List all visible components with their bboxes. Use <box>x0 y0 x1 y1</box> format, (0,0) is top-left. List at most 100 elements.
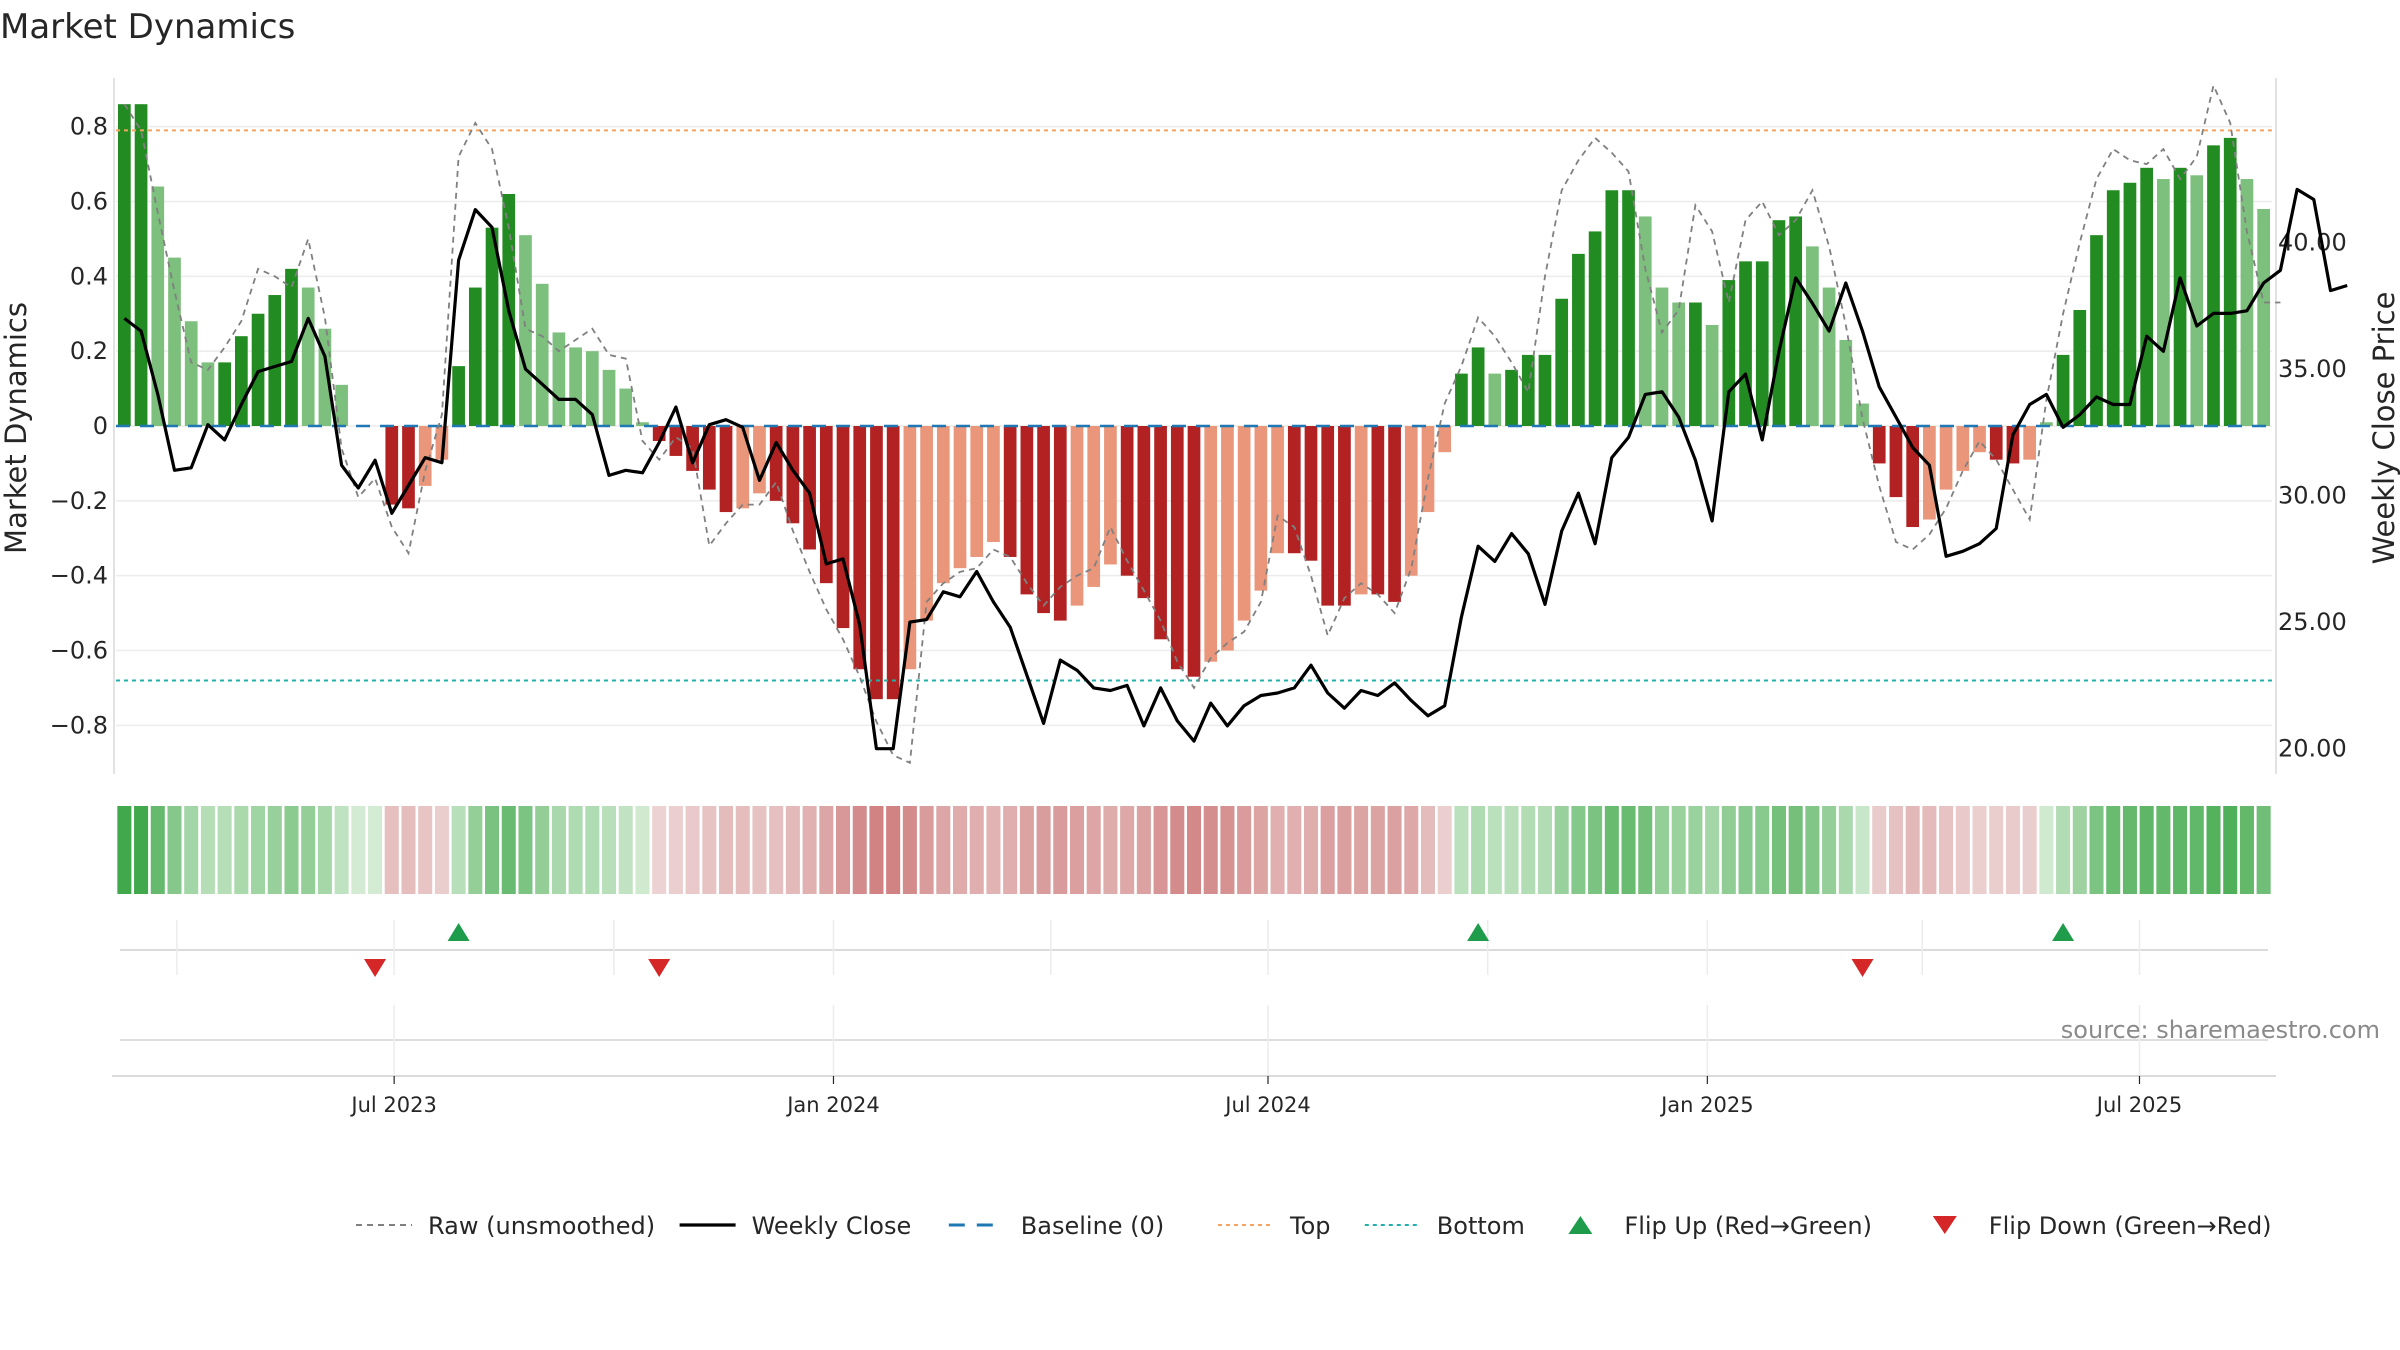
dynamics-bar <box>2223 137 2237 426</box>
dynamics-bar <box>2240 179 2254 426</box>
dynamics-bar <box>2140 167 2154 426</box>
heat-cell <box>301 806 316 894</box>
heat-cell <box>1337 806 1352 894</box>
dynamics-bar <box>452 366 465 426</box>
legend-label: Bottom <box>1437 1212 1525 1240</box>
left-tick-label: −0.4 <box>50 562 108 590</box>
left-tick-label: 0.2 <box>70 337 108 365</box>
heat-cell <box>1721 806 1736 894</box>
heat-cell <box>418 806 433 894</box>
dynamics-bar <box>769 426 783 501</box>
flip-down-marker <box>1851 959 1874 977</box>
heat-cell <box>919 806 934 894</box>
heat-cell <box>1320 806 1335 894</box>
heat-cell <box>2156 806 2171 894</box>
heat-cell <box>936 806 951 894</box>
dynamics-bar <box>468 287 482 426</box>
dynamics-bar <box>2056 354 2070 426</box>
dynamics-bar <box>702 426 716 490</box>
heat-cell <box>1521 806 1536 894</box>
heat-cell <box>769 806 784 894</box>
heat-cell <box>1136 806 1151 894</box>
dynamics-bar <box>2190 175 2204 426</box>
dynamics-bar <box>1789 216 1803 426</box>
dynamics-bar <box>1354 426 1368 595</box>
heat-cell <box>1069 806 1085 894</box>
dynamics-bar <box>335 384 348 426</box>
heat-cell <box>1705 806 1720 894</box>
dynamics-bar <box>1254 426 1268 591</box>
heat-cell <box>2072 806 2087 894</box>
legend-label: Raw (unsmoothed) <box>428 1212 655 1240</box>
weekly-close-line <box>123 187 2348 751</box>
dynamics-bar <box>1371 426 1385 595</box>
heat-cell <box>1370 806 1385 894</box>
dynamics-bar <box>184 321 198 426</box>
heat-cell <box>1972 806 1987 894</box>
dynamics-bar <box>1338 426 1351 606</box>
heat-cell <box>1604 806 1619 894</box>
dynamics-bar <box>753 426 766 494</box>
heat-cell <box>2056 806 2071 894</box>
dynamics-bar <box>1237 426 1251 621</box>
dynamics-bar <box>385 426 399 505</box>
dynamics-bar <box>234 336 248 426</box>
heat-cell <box>719 806 734 894</box>
heat-cell <box>1454 806 1469 894</box>
heat-cell <box>1822 806 1837 894</box>
flip-down-marker <box>648 959 671 977</box>
dynamics-bar <box>552 332 566 426</box>
heat-cell <box>2089 806 2104 894</box>
heat-cell <box>1838 806 1853 894</box>
heat-cell <box>1771 806 1786 894</box>
heat-cell <box>1003 806 1018 894</box>
heat-cell <box>501 806 516 894</box>
heat-cell <box>2239 806 2254 894</box>
heat-cell <box>568 806 583 894</box>
raw-line <box>123 82 2281 765</box>
source-note: source: sharemaestro.com <box>2061 1016 2380 1044</box>
heat-cell <box>1287 806 1302 894</box>
heat-cell <box>1270 806 1285 894</box>
dynamics-bar <box>1388 426 1401 602</box>
legend-label: Flip Up (Red→Green) <box>1624 1212 1872 1240</box>
dynamics-bar <box>1170 426 1184 670</box>
dynamics-bar <box>1221 426 1234 651</box>
left-tick-label: −0.2 <box>50 487 108 515</box>
dynamics-bar <box>2106 190 2120 426</box>
heat-cell <box>635 806 650 894</box>
heat-cell <box>351 806 366 894</box>
dynamics-bar <box>2173 167 2187 426</box>
heat-cell <box>1253 806 1268 894</box>
heat-cell <box>1588 806 1603 894</box>
dynamics-bar <box>669 426 683 456</box>
heat-cell <box>535 806 550 894</box>
heat-cell <box>819 806 834 894</box>
dynamics-bar <box>1020 426 1034 595</box>
heat-cell <box>735 806 750 894</box>
heat-cell <box>1186 806 1202 894</box>
dynamics-bar <box>1822 287 1836 426</box>
dynamics-bar <box>1421 426 1435 513</box>
dynamics-bar <box>1622 190 1635 426</box>
dynamics-bar <box>301 287 315 426</box>
heat-cell <box>251 806 266 894</box>
heat-cell <box>1019 806 1034 894</box>
heat-cell <box>1922 806 1937 894</box>
dynamics-bar <box>118 104 131 427</box>
series-lines <box>123 82 2348 765</box>
dynamics-bar <box>1438 426 1452 453</box>
heat-cell <box>952 806 968 894</box>
dynamics-bar <box>268 295 282 426</box>
dynamics-bar <box>1672 302 1686 426</box>
heat-cell <box>267 806 282 894</box>
heat-cell <box>518 806 533 894</box>
flip-down-marker <box>364 959 387 977</box>
legend-label: Baseline (0) <box>1021 1212 1164 1240</box>
chart-title: Market Dynamics <box>0 7 295 47</box>
heat-cell <box>2189 806 2204 894</box>
dynamics-bar <box>1053 426 1067 621</box>
heat-cell <box>685 806 700 894</box>
